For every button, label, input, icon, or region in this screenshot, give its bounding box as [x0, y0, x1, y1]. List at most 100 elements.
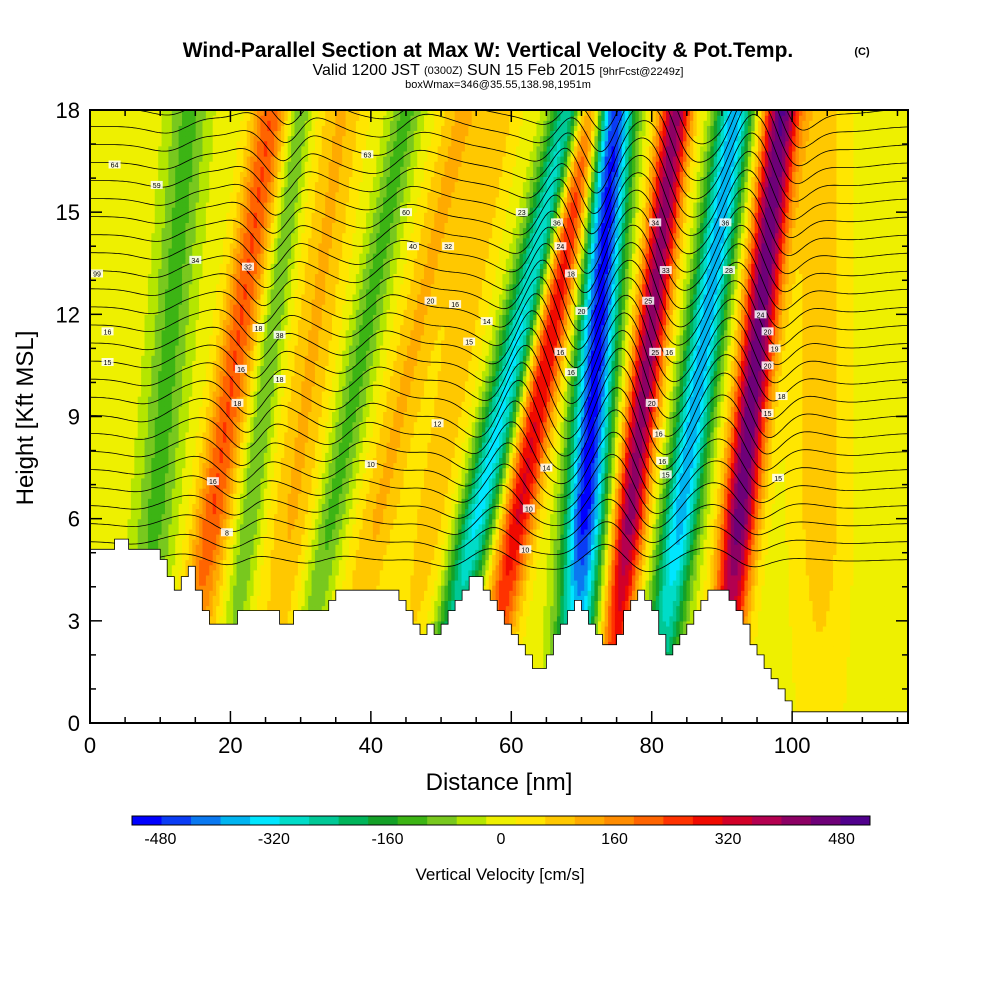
- field-cell: [764, 646, 769, 653]
- field-cell: [887, 707, 892, 714]
- field-cell: [894, 656, 899, 663]
- field-cell: [819, 677, 824, 683]
- field-cell: [679, 631, 684, 637]
- field-cell: [539, 651, 544, 658]
- field-cell: [805, 707, 810, 714]
- field-cell: [880, 641, 885, 647]
- field-cell: [846, 702, 851, 709]
- field-cell: [546, 636, 551, 642]
- field-cell: [826, 641, 831, 647]
- field-cell: [676, 636, 681, 642]
- field-cell: [833, 687, 838, 693]
- field-cell: [815, 692, 820, 699]
- field-cell: [775, 651, 780, 658]
- field-cell: [884, 682, 889, 688]
- field-cell: [815, 682, 820, 688]
- field-cell: [839, 702, 844, 709]
- field-cell: [805, 636, 810, 642]
- field-cell: [853, 625, 858, 632]
- field-cell: [894, 707, 899, 714]
- field-cell: [819, 697, 824, 704]
- field-cell: [839, 707, 844, 714]
- field-cell: [877, 707, 882, 714]
- field-cell: [877, 702, 882, 709]
- field-cell: [437, 631, 442, 637]
- field-cell: [781, 671, 786, 678]
- subtitle-valid: Valid 1200 JST: [313, 62, 421, 79]
- field-cell: [809, 682, 814, 688]
- field-cell: [284, 620, 289, 627]
- field-cell: [781, 625, 786, 632]
- field-cell: [870, 641, 875, 647]
- field-cell: [884, 641, 889, 647]
- field-cell: [904, 692, 908, 699]
- field-cell: [812, 707, 817, 714]
- field-cell: [846, 707, 851, 714]
- field-cell: [543, 620, 548, 627]
- field-cell: [809, 656, 814, 663]
- field-cell: [815, 687, 820, 693]
- field-cell: [802, 651, 807, 658]
- field-cell: [870, 666, 875, 673]
- field-cell: [795, 702, 800, 709]
- field-cell: [897, 636, 902, 642]
- field-cell: [877, 687, 882, 693]
- field-cell: [863, 682, 868, 688]
- field-cell: [556, 631, 561, 637]
- field-cell: [836, 702, 841, 709]
- field-cell: [539, 646, 544, 653]
- field-cell: [812, 682, 817, 688]
- field-cell: [877, 677, 882, 683]
- field-cell: [536, 646, 541, 653]
- field-cell: [819, 687, 824, 693]
- field-cell: [788, 641, 793, 647]
- field-cell: [536, 636, 541, 642]
- field-cell: [843, 646, 848, 653]
- field-cell: [894, 702, 899, 709]
- field-cell: [826, 666, 831, 673]
- field-cell: [608, 631, 613, 637]
- field-cell: [611, 625, 616, 632]
- field-cell: [897, 687, 902, 693]
- field-cell: [556, 625, 561, 632]
- field-cell: [887, 671, 892, 678]
- field-cell: [873, 661, 878, 668]
- field-cell: [792, 656, 797, 663]
- field-cell: [761, 620, 766, 627]
- field-cell: [758, 636, 763, 642]
- field-cell: [887, 651, 892, 658]
- field-cell: [519, 641, 524, 647]
- field-cell: [867, 707, 872, 714]
- field-cell: [666, 651, 671, 658]
- field-cell: [805, 671, 810, 678]
- field-cell: [890, 702, 895, 709]
- field-cell: [805, 661, 810, 668]
- field-cell: [856, 646, 861, 653]
- field-cell: [890, 682, 895, 688]
- field-cell: [512, 620, 517, 627]
- field-cell: [533, 620, 538, 627]
- field-cell: [226, 615, 231, 622]
- field-cell: [894, 625, 899, 632]
- field-cell: [846, 666, 851, 673]
- field-cell: [826, 687, 831, 693]
- field-cell: [829, 697, 834, 704]
- field-cell: [798, 646, 803, 653]
- field-cell: [812, 641, 817, 647]
- field-cell: [785, 656, 790, 663]
- field-cell: [819, 636, 824, 642]
- field-cell: [894, 636, 899, 642]
- field-cell: [836, 671, 841, 678]
- field-cell: [529, 620, 534, 627]
- field-cell: [798, 666, 803, 673]
- field-cell: [563, 620, 568, 627]
- field-cell: [839, 631, 844, 637]
- field-cell: [819, 646, 824, 653]
- field-cell: [873, 631, 878, 637]
- field-cell: [839, 641, 844, 647]
- field-cell: [873, 702, 878, 709]
- field-cell: [880, 636, 885, 642]
- field-cell: [539, 615, 544, 622]
- field-cell: [863, 625, 868, 632]
- field-cell: [522, 615, 527, 622]
